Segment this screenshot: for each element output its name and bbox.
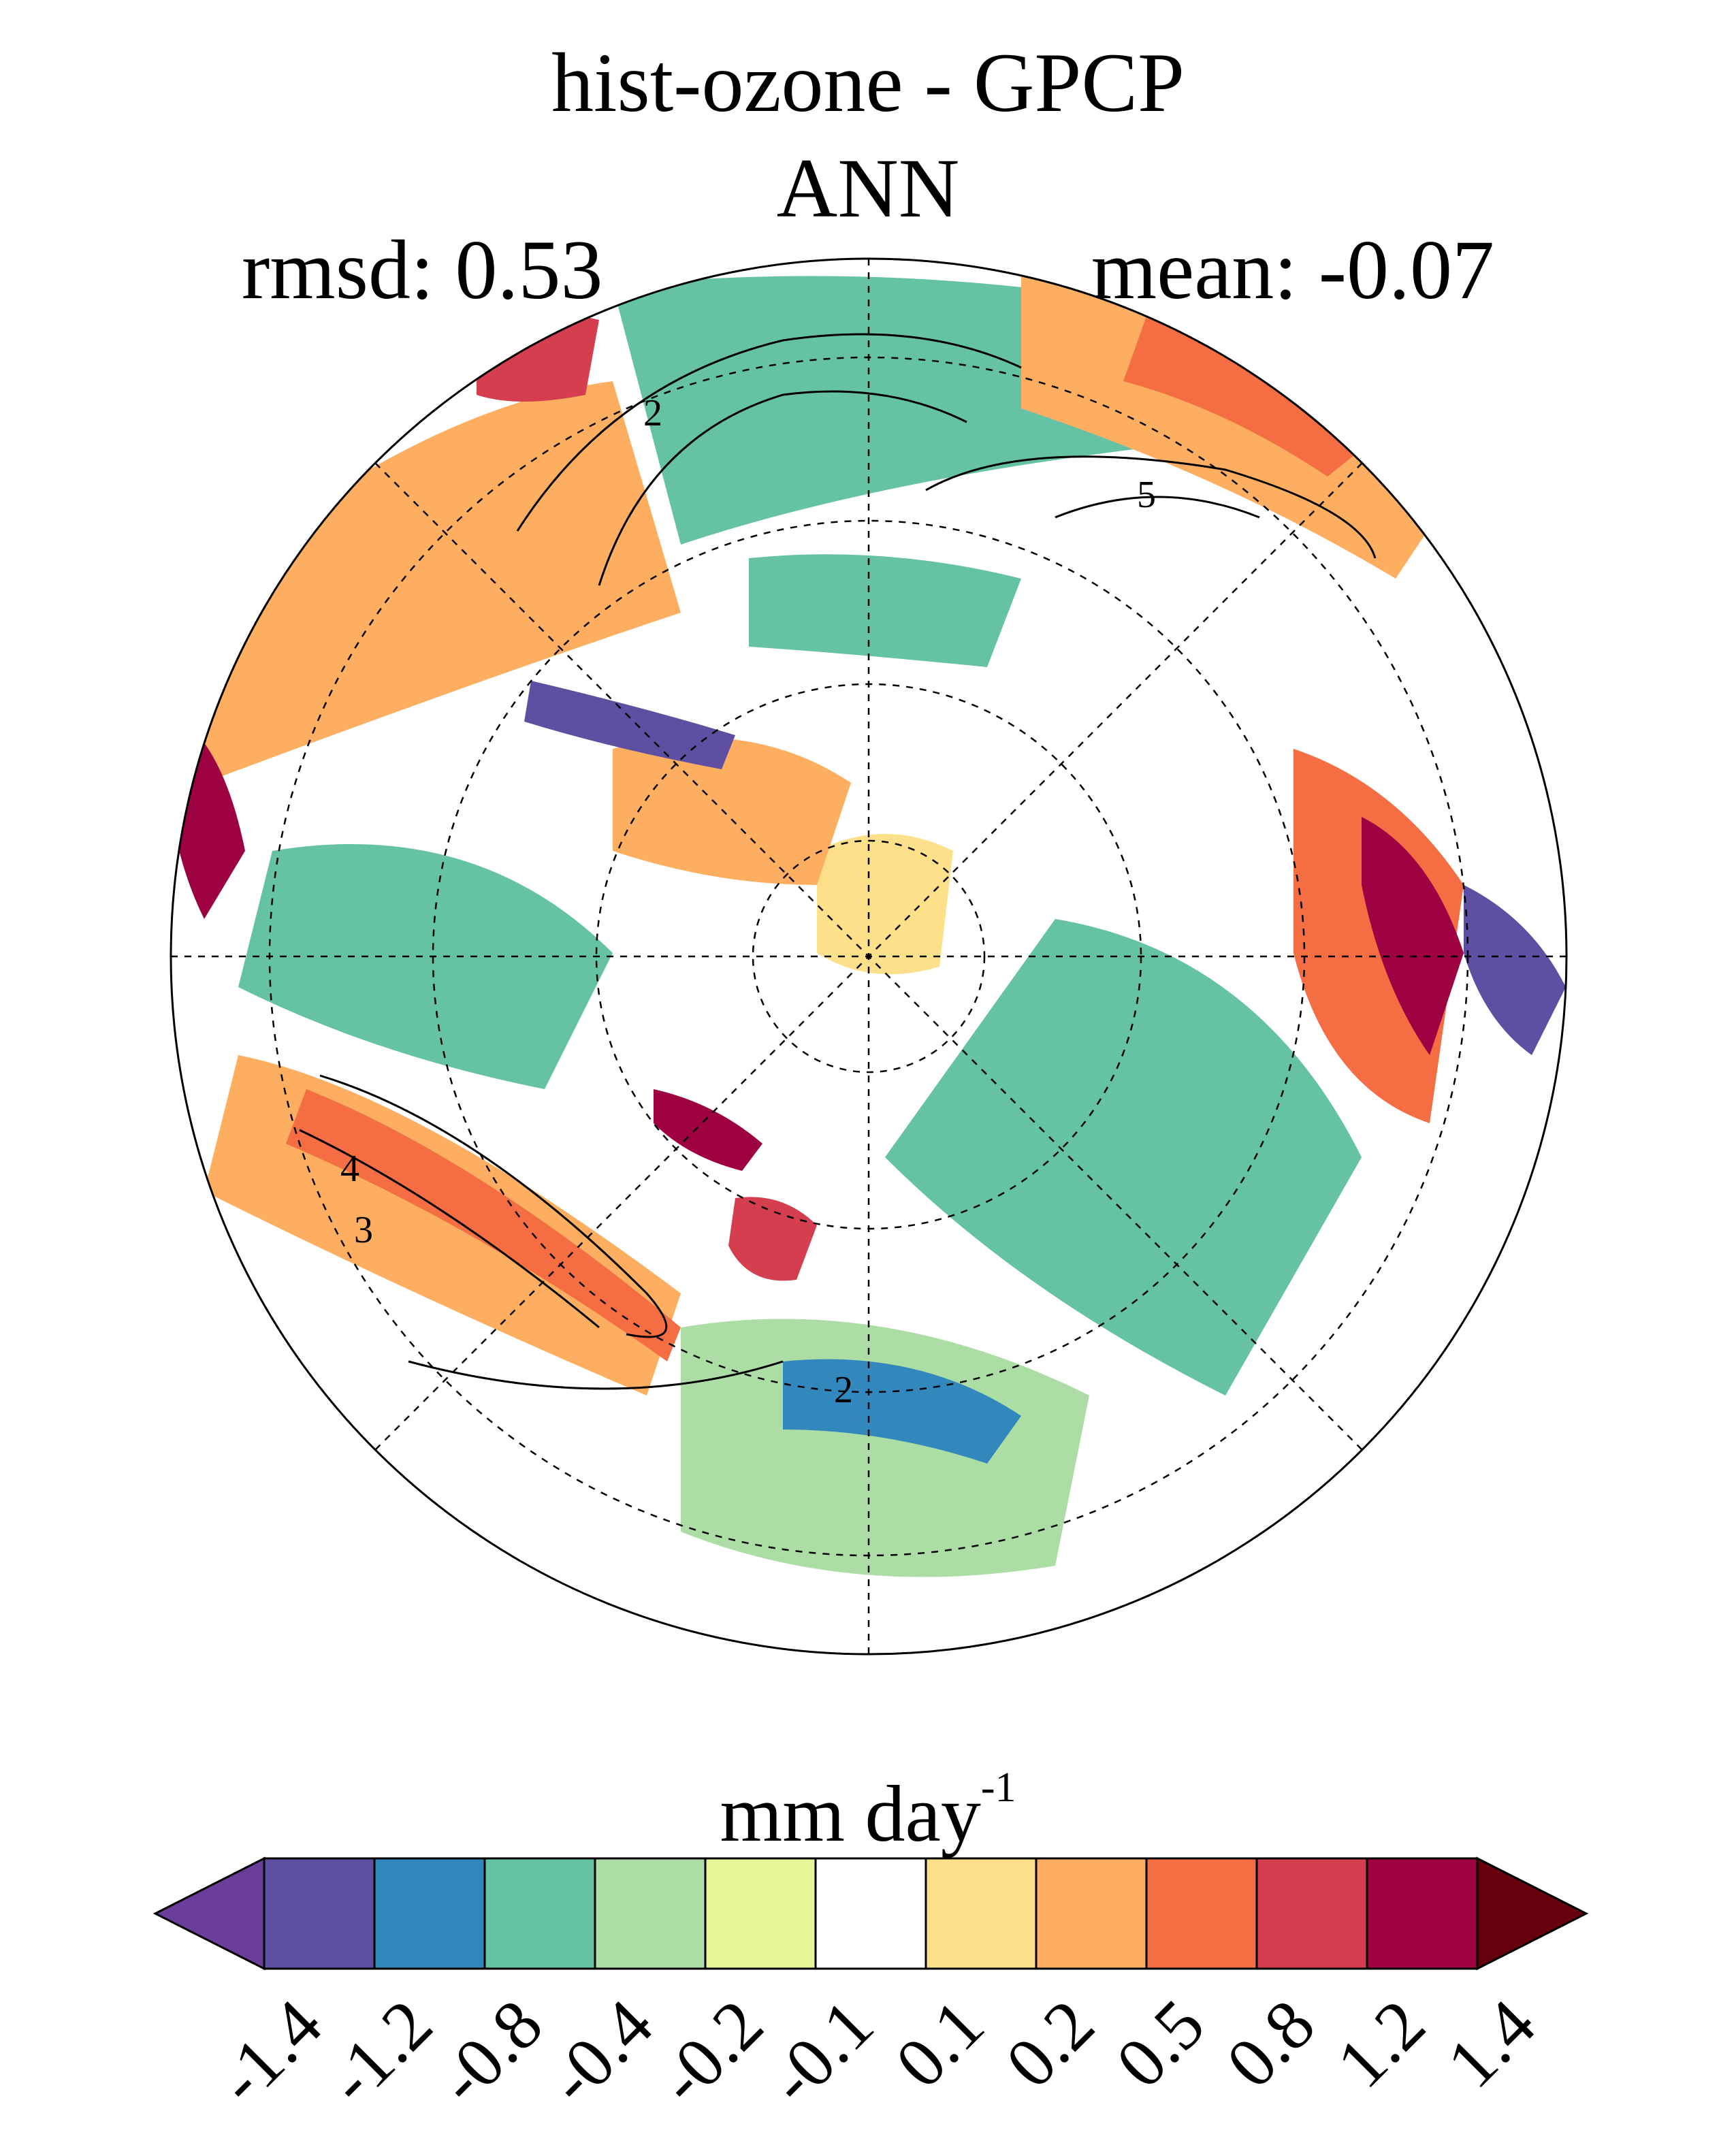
contour-label: 4 bbox=[340, 1148, 359, 1190]
colorbar-under-triangle bbox=[152, 1856, 266, 1971]
colorbar-swatch bbox=[1145, 1857, 1258, 1970]
contour-label: 5 bbox=[1137, 474, 1156, 516]
mean-stat: mean: -0.07 bbox=[1091, 223, 1494, 317]
colorbar-over-triangle bbox=[1476, 1856, 1589, 1971]
colorbar-swatch bbox=[1366, 1857, 1479, 1970]
colorbar-units: mm day-1 bbox=[0, 1766, 1736, 1854]
chart-title: hist-ozone - GPCP bbox=[551, 36, 1185, 129]
contour-label: 2 bbox=[643, 392, 662, 434]
contour-label: 2 bbox=[834, 1369, 853, 1411]
colorbar-swatch bbox=[1255, 1857, 1368, 1970]
contour-labels: 2 5 4 3 2 bbox=[340, 392, 1156, 1411]
colorbar-swatch bbox=[814, 1857, 927, 1970]
colorbar-swatch bbox=[1035, 1857, 1148, 1970]
map-boundary bbox=[170, 257, 1568, 1656]
chart-subtitle: ANN bbox=[776, 142, 960, 235]
graticule bbox=[171, 259, 1566, 1654]
contour-label: 3 bbox=[354, 1209, 373, 1251]
colorbar-swatch bbox=[594, 1857, 707, 1970]
units-text: mm day bbox=[720, 1769, 981, 1858]
units-exponent: -1 bbox=[980, 1764, 1016, 1811]
colorbar-swatch bbox=[483, 1857, 596, 1970]
colorbar-swatch bbox=[263, 1857, 376, 1970]
colorbar-swatch bbox=[925, 1857, 1038, 1970]
rmsd-stat: rmsd: 0.53 bbox=[242, 223, 603, 317]
contours bbox=[299, 333, 1377, 1390]
colorbar-swatch bbox=[704, 1857, 817, 1970]
colorbar-swatch bbox=[373, 1857, 486, 1970]
